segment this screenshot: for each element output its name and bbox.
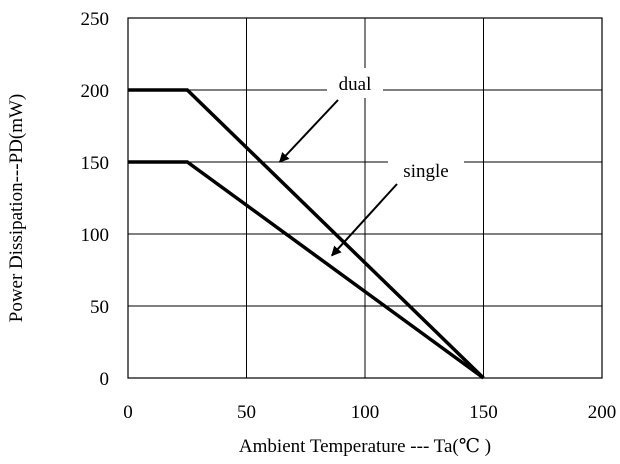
x-tick-label: 200 bbox=[588, 402, 617, 423]
annotation-arrow-single bbox=[331, 183, 398, 257]
annotation-label-dual: dual bbox=[339, 74, 372, 95]
x-tick-label: 150 bbox=[469, 402, 498, 423]
y-tick-label: 50 bbox=[90, 297, 109, 318]
series-line-dual bbox=[128, 88, 485, 380]
x-tick-label: 0 bbox=[123, 402, 133, 423]
y-tick-label: 150 bbox=[81, 153, 110, 174]
annotation-label-single: single bbox=[403, 161, 448, 182]
y-tick-label: 250 bbox=[81, 9, 110, 30]
y-axis-label: Power Dissipation---PD(mW) bbox=[6, 94, 27, 323]
x-axis-label: Ambient Temperature --- Ta(℃ ) bbox=[239, 436, 491, 457]
y-tick-label: 100 bbox=[81, 225, 110, 246]
annotation-label-bg bbox=[388, 155, 464, 185]
x-tick-label: 100 bbox=[351, 402, 380, 423]
x-tick-label: 50 bbox=[237, 402, 256, 423]
annotation-label-bg bbox=[327, 68, 383, 98]
annotation-arrow-dual bbox=[278, 99, 339, 163]
y-tick-label: 200 bbox=[81, 81, 110, 102]
y-tick-label: 0 bbox=[100, 369, 110, 390]
plot-frame bbox=[127, 17, 603, 379]
series-line-single bbox=[128, 160, 485, 380]
